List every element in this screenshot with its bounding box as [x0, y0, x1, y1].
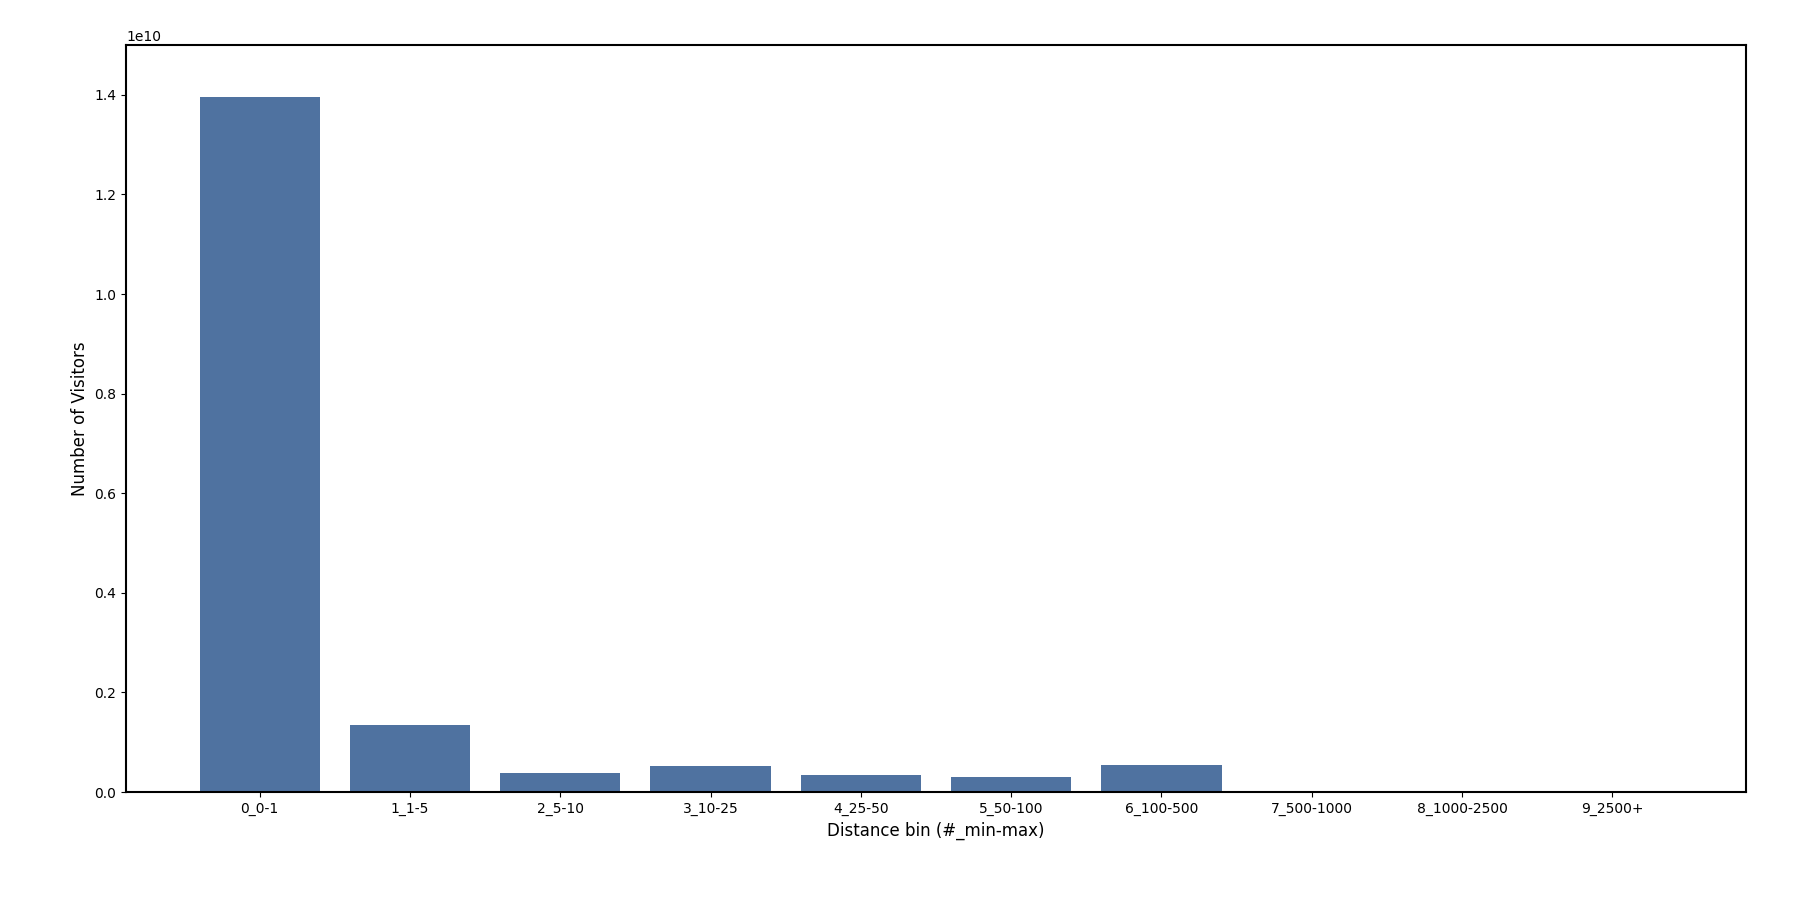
Bar	[200, 97, 320, 792]
Bar	[349, 724, 470, 792]
Bar	[1102, 765, 1222, 792]
Bar	[950, 777, 1071, 792]
Bar	[801, 775, 922, 792]
Y-axis label: Number of Visitors: Number of Visitors	[70, 341, 88, 496]
Bar	[650, 766, 770, 792]
Bar	[500, 773, 621, 792]
X-axis label: Distance bin (#_min-max): Distance bin (#_min-max)	[828, 822, 1044, 840]
